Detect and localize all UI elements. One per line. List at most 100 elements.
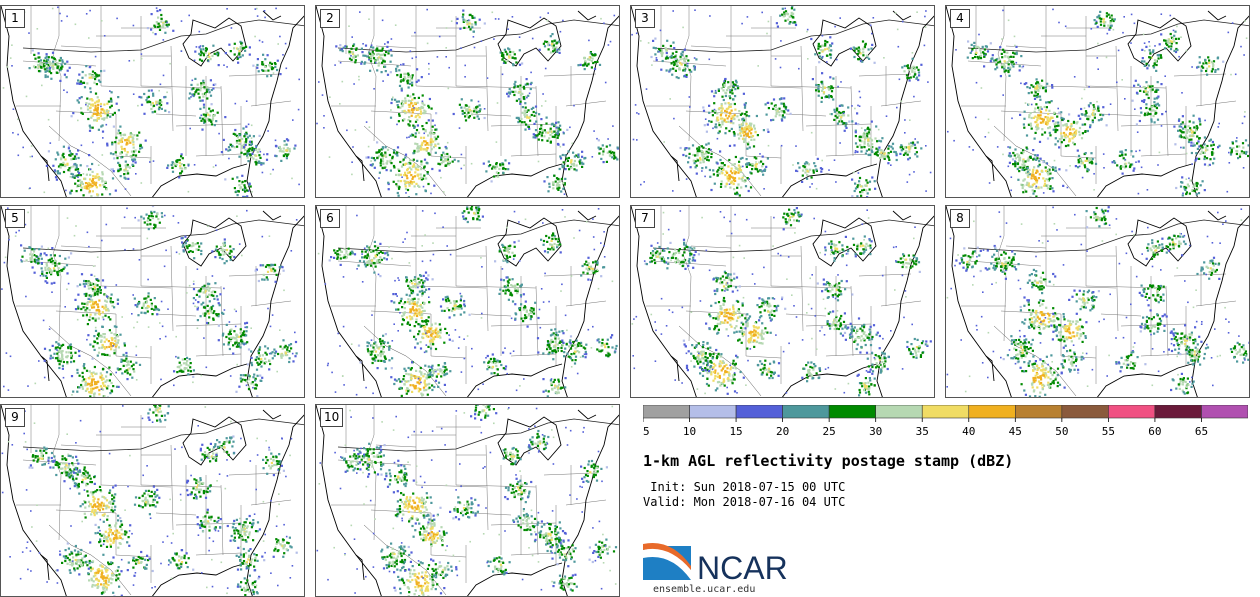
echo-pixel [97,317,100,320]
echo-pixel [37,60,40,63]
echo-pixel [729,89,731,91]
echo-pixel [97,164,100,166]
echo-pixel [890,164,892,166]
echo-pixel [923,44,926,47]
echo-pixel [12,132,14,134]
echo-pixel [843,129,846,132]
echo-pixel [9,57,12,59]
echo-pixel [100,108,103,111]
echo-pixel [524,106,527,109]
echo-pixel [684,147,687,150]
echo-pixel [972,149,974,151]
echo-pixel [51,247,54,250]
echo-pixel [1160,56,1163,59]
echo-pixel [36,28,39,30]
echo-pixel [423,174,426,177]
echo-pixel [882,155,885,159]
echo-pixel [131,163,134,166]
echo-pixel [721,162,724,165]
echo-pixel [429,139,432,142]
echo-pixel [84,306,87,309]
echo-pixel [255,161,258,164]
echo-pixel [395,67,398,70]
echo-pixel [244,152,247,155]
echo-pixel [734,83,737,86]
echo-pixel [544,40,547,43]
echo-pixel [561,166,564,169]
echo-pixel [815,187,818,190]
echo-pixel [70,189,73,192]
echo-pixel [475,111,478,114]
echo-pixel [350,50,353,54]
echo-pixel [389,169,392,172]
echo-pixel [411,74,414,77]
echo-pixel [91,378,94,381]
echo-pixel [93,109,96,112]
echo-pixel [359,11,361,13]
echo-pixel [234,133,237,136]
echo-pixel [728,158,731,162]
echo-pixel [383,166,386,169]
echo-pixel [428,62,430,65]
echo-pixel [1201,146,1204,149]
echo-pixel [192,87,195,90]
echo-pixel [855,47,858,50]
echo-pixel [215,53,218,56]
echo-pixel [414,107,417,110]
echo-pixel [1097,105,1100,108]
echo-pixel [720,103,723,106]
echo-pixel [64,257,67,260]
echo-pixel [665,49,668,52]
echo-pixel [549,35,552,38]
echo-pixel [1147,112,1150,116]
echo-pixel [1080,113,1083,116]
echo-pixel [50,260,53,263]
echo-pixel [414,171,417,174]
echo-pixel [368,51,371,54]
echo-pixel [495,171,498,174]
echo-pixel [389,161,392,164]
echo-pixel [200,59,204,62]
echo-pixel [426,8,428,11]
echo-pixel [460,167,463,170]
echo-pixel [823,86,827,89]
echo-pixel [1038,140,1042,143]
echo-pixel [1041,117,1044,121]
echo-pixel [201,45,205,48]
reflectivity-map [316,6,619,197]
echo-pixel [463,106,466,109]
echo-pixel [508,88,511,91]
echo-pixel [483,116,486,120]
echo-pixel [46,67,49,70]
echo-pixel [1088,157,1092,160]
echo-pixel [732,122,735,125]
echo-pixel [755,168,759,171]
echo-pixel [738,137,741,140]
echo-pixel [95,372,98,375]
echo-pixel [710,90,714,93]
echo-pixel [80,186,83,189]
echo-pixel [260,162,263,165]
echo-pixel [559,30,562,33]
echo-pixel [390,54,393,57]
echo-pixel [899,152,902,155]
reflectivity-field [947,8,1249,197]
echo-pixel [82,194,85,197]
echo-pixel [1086,159,1089,162]
echo-pixel [1150,118,1153,121]
echo-pixel [360,60,363,63]
echo-pixel [200,119,203,122]
echo-pixel [155,21,158,24]
echo-pixel [916,141,919,144]
echo-pixel [556,182,559,185]
echo-pixel [39,59,43,62]
echo-pixel [367,145,370,148]
echo-pixel [1196,66,1199,69]
echo-pixel [1107,24,1110,27]
echo-pixel [412,152,415,155]
echo-pixel [1039,117,1042,120]
echo-pixel [996,146,999,148]
echo-pixel [163,96,166,99]
echo-pixel [1185,131,1188,134]
echo-pixel [702,146,705,149]
